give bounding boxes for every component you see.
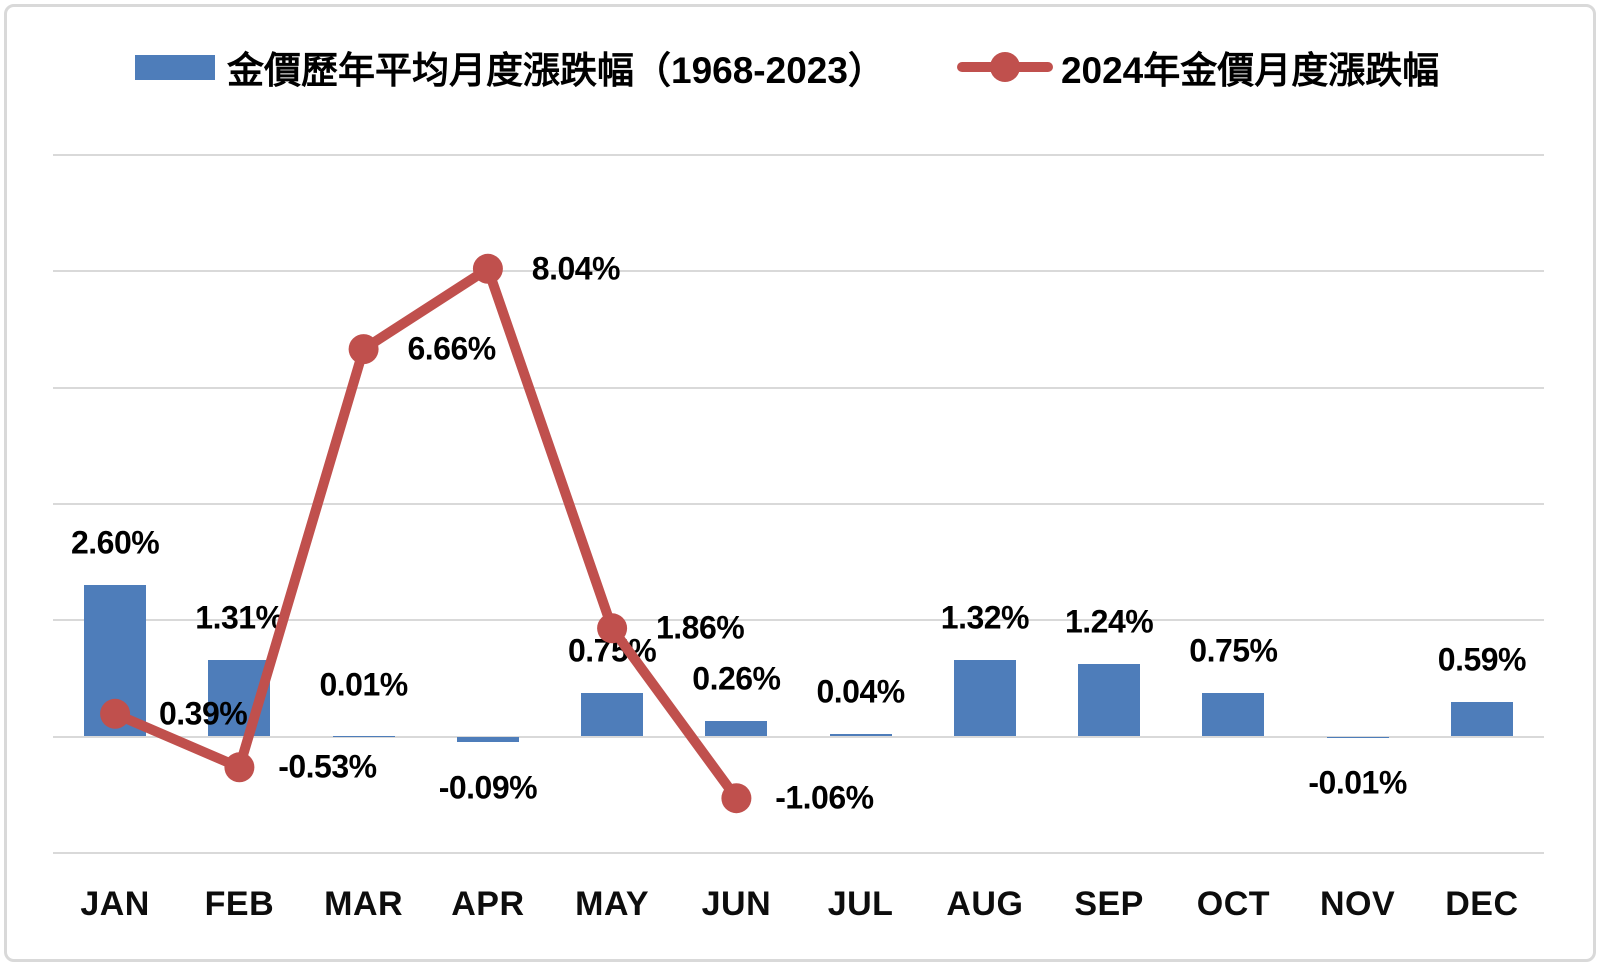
bar-value-label-mar: 0.01% xyxy=(319,666,408,703)
bar-value-label-feb: 1.31% xyxy=(195,599,284,636)
line-value-label-apr: 8.04% xyxy=(531,250,621,287)
bar-value-label-may: 0.75% xyxy=(567,632,657,669)
line-series-marker xyxy=(956,52,1053,82)
bar-value-label-jun: 0.26% xyxy=(692,660,781,697)
line-series-label: 2024年金價月度漲跌幅 xyxy=(1060,50,1440,91)
gridline-8pct xyxy=(53,270,1544,273)
line-value-label-feb: -0.53% xyxy=(278,748,377,785)
gridline-6pct xyxy=(53,386,1544,389)
bar-value-label-oct: 0.75% xyxy=(1189,632,1278,669)
month-label-jun: JUN xyxy=(701,885,772,923)
line-point-apr xyxy=(472,253,503,284)
bar-may xyxy=(581,692,644,737)
bar-value-label-jul: 0.04% xyxy=(816,673,905,710)
bar-value-label-aug: 1.32% xyxy=(940,599,1030,636)
bar-apr xyxy=(456,736,519,742)
bar-jan xyxy=(84,585,147,737)
bar-sep xyxy=(1078,664,1141,737)
gridline-10pct xyxy=(53,153,1544,156)
bar-series-swatch xyxy=(135,54,215,80)
line-value-label-jun: -1.06% xyxy=(775,779,874,816)
bar-jul xyxy=(829,734,892,737)
line-point-feb xyxy=(224,752,255,783)
month-label-aug: AUG xyxy=(946,885,1024,923)
month-label-may: MAY xyxy=(575,885,650,923)
month-label-jan: JAN xyxy=(80,885,150,923)
line-value-label-mar: 6.66% xyxy=(407,330,496,367)
gridline-2pct xyxy=(53,619,1544,622)
gridline--2pct xyxy=(53,851,1544,854)
month-label-feb: FEB xyxy=(204,885,275,923)
month-label-dec: DEC xyxy=(1445,885,1519,923)
bar-value-label-dec: 0.59% xyxy=(1437,641,1527,678)
gridline-4pct xyxy=(53,502,1544,505)
line-point-jun xyxy=(721,783,752,814)
gridline-0pct xyxy=(53,735,1544,738)
bar-dec xyxy=(1450,702,1513,737)
bar-series-label: 金價歷年平均月度漲跌幅（1968-2023） xyxy=(227,50,885,91)
bar-value-label-apr: -0.09% xyxy=(438,769,538,806)
month-label-oct: OCT xyxy=(1196,885,1271,923)
bar-aug xyxy=(953,659,1016,737)
bar-jun xyxy=(705,721,768,737)
month-label-jul: JUL xyxy=(827,885,894,923)
line-value-label-jan: 0.39% xyxy=(158,695,248,732)
bar-oct xyxy=(1202,692,1265,737)
month-label-mar: MAR xyxy=(324,885,404,923)
legend: 金價歷年平均月度漲跌幅（1968-2023） 2024年金價月度漲跌幅 xyxy=(135,40,1439,94)
month-label-apr: APR xyxy=(451,885,525,923)
month-label-nov: NOV xyxy=(1320,885,1396,923)
line-point-mar xyxy=(348,334,379,365)
line-value-label-may: 1.86% xyxy=(655,609,745,646)
bar-nov xyxy=(1326,736,1389,738)
month-label-sep: SEP xyxy=(1074,885,1144,923)
chart-border xyxy=(4,4,1596,962)
bar-value-label-jan: 2.60% xyxy=(70,524,160,561)
line-series-marker-dot xyxy=(989,52,1020,82)
bar-mar xyxy=(332,735,395,737)
bar-value-label-sep: 1.24% xyxy=(1064,603,1154,640)
bar-value-label-nov: -0.01% xyxy=(1308,764,1407,801)
